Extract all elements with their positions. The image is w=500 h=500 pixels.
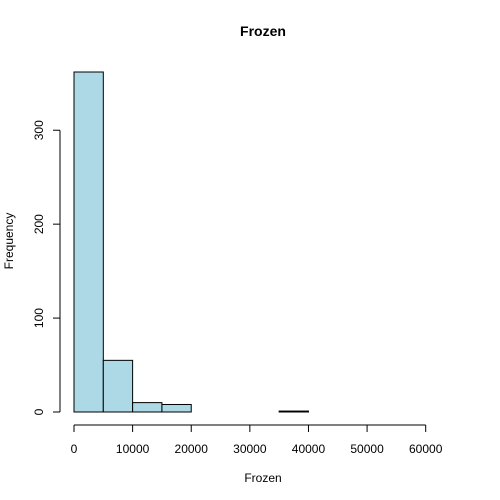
- histogram-bar-2: [132, 402, 163, 413]
- y-tick-label-3: 300: [32, 120, 46, 140]
- chart-title: Frozen: [240, 23, 286, 39]
- bars-group: [73, 71, 309, 413]
- histogram-bar-1: [102, 359, 134, 413]
- histogram-bar-3: [161, 403, 192, 413]
- histogram-bar-7: [278, 410, 309, 413]
- histogram-bar-0: [73, 71, 104, 413]
- y-tick-label-0: 0: [32, 408, 46, 415]
- y-tick-label-1: 100: [32, 308, 46, 328]
- x-tick-label-5: 50000: [350, 442, 384, 456]
- x-axis: 0 10000 20000 30000 40000 50000 60000: [71, 424, 443, 456]
- x-tick-label-2: 20000: [175, 442, 209, 456]
- y-axis: 0 100 200 300: [32, 120, 61, 415]
- y-tick-label-2: 200: [32, 214, 46, 234]
- x-tick-label-6: 60000: [409, 442, 443, 456]
- x-tick-label-4: 40000: [292, 442, 326, 456]
- x-tick-label-1: 10000: [116, 442, 150, 456]
- x-axis-label: Frozen: [244, 471, 281, 485]
- x-tick-label-3: 30000: [233, 442, 267, 456]
- y-axis-label: Frequency: [2, 213, 16, 270]
- x-tick-label-0: 0: [71, 442, 78, 456]
